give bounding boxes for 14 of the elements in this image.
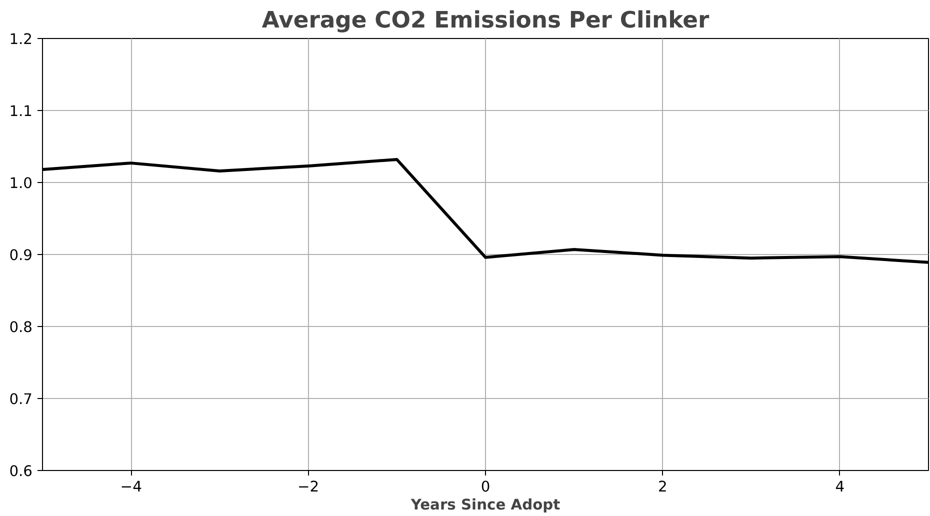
x-axis-title: Years Since Adopt	[410, 496, 560, 514]
y-tick-label: 0.8	[9, 319, 33, 336]
y-tick-label: 0.7	[9, 391, 33, 408]
y-tick-label: 0.9	[9, 247, 33, 264]
y-tick-label: 1.2	[9, 31, 33, 48]
y-tick-label: 1.0	[9, 175, 33, 192]
x-tick-label: 4	[835, 478, 845, 496]
x-tick-label: 0	[480, 478, 490, 496]
x-tick-label: −2	[297, 478, 320, 496]
y-tick-label: 0.6	[9, 463, 33, 480]
x-tick-label: 2	[658, 478, 668, 496]
x-tick-label: −4	[120, 478, 142, 496]
y-tick-label: 1.1	[9, 103, 33, 120]
chart-title: Average CO2 Emissions Per Clinker	[262, 8, 710, 34]
